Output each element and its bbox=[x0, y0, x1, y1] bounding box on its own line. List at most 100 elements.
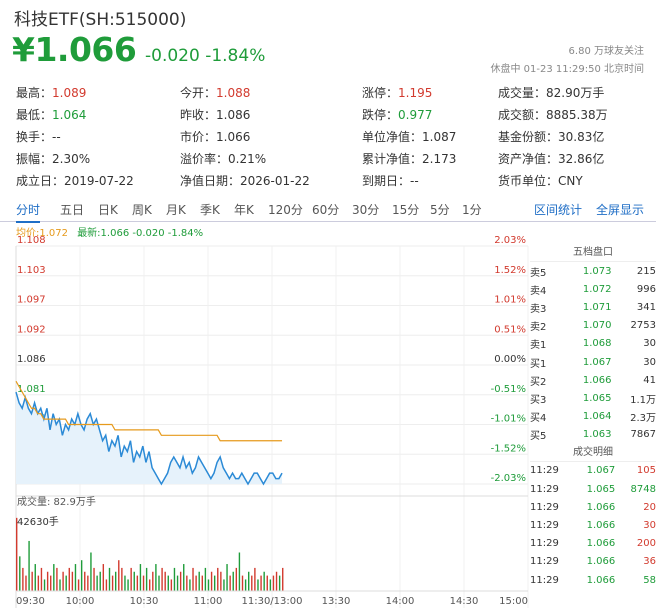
volume-bar bbox=[124, 575, 126, 591]
level-volume: 2.3万 bbox=[630, 413, 656, 425]
stat-value: 1.089 bbox=[52, 86, 87, 100]
latest-legend: 最新:1.066 -0.020 -1.84% bbox=[77, 228, 204, 239]
volume-bar bbox=[121, 567, 123, 591]
volume-bar bbox=[118, 560, 120, 591]
stat-3-0: 振幅：2.30% bbox=[16, 150, 90, 167]
trade-volume: 20 bbox=[643, 501, 656, 513]
tab-12[interactable]: 1分 bbox=[462, 203, 482, 217]
stat-value: -- bbox=[52, 130, 61, 144]
volume-bar bbox=[238, 552, 241, 591]
volume-max-label: 42630手 bbox=[17, 515, 59, 528]
volume-bar bbox=[87, 575, 89, 591]
tab-6[interactable]: 年K bbox=[234, 203, 254, 217]
volume-bar bbox=[68, 567, 70, 591]
volume-bar bbox=[207, 579, 210, 591]
tab-1[interactable]: 五日 bbox=[60, 203, 85, 217]
volume-bar bbox=[71, 571, 74, 591]
stat-value: 30.83亿 bbox=[558, 130, 605, 144]
volume-bar bbox=[74, 564, 77, 591]
trade-price: 1.066 bbox=[586, 501, 616, 513]
tab-0[interactable]: 分时 bbox=[16, 201, 41, 223]
range-stats-link[interactable]: 区间统计 bbox=[534, 203, 583, 217]
price-area bbox=[16, 392, 283, 484]
level-volume: 1.1万 bbox=[630, 394, 656, 406]
sell-level: 卖1 1.068 30 bbox=[530, 335, 656, 353]
volume-bar bbox=[232, 571, 234, 591]
volume-bar bbox=[186, 575, 188, 591]
trades-title: 成交明细 bbox=[530, 444, 656, 462]
stat-label: 涨停： bbox=[362, 86, 399, 100]
x-tick-label: 14:00 bbox=[386, 596, 415, 607]
level-price: 1.065 bbox=[582, 392, 612, 404]
followers-count[interactable]: 6.80 万球友关注 bbox=[568, 46, 644, 57]
fullscreen-link[interactable]: 全屏显示 bbox=[596, 203, 645, 217]
stat-label: 资产净值： bbox=[498, 152, 559, 166]
volume-bar bbox=[43, 579, 46, 591]
level-volume: 7867 bbox=[630, 429, 656, 441]
tab-8[interactable]: 60分 bbox=[312, 203, 340, 217]
stat-label: 今开： bbox=[180, 86, 217, 100]
trade-volume: 58 bbox=[643, 574, 656, 586]
stat-value: CNY bbox=[558, 174, 583, 188]
stat-value: 1.086 bbox=[216, 108, 251, 122]
volume-bar bbox=[50, 575, 52, 591]
trade-time: 11:29 bbox=[530, 574, 559, 586]
volume-bar bbox=[62, 571, 64, 591]
trade-row: 11:29 1.066 30 bbox=[530, 516, 656, 534]
buy-level: 买1 1.067 30 bbox=[530, 353, 656, 371]
trade-volume: 200 bbox=[636, 538, 656, 550]
tab-11[interactable]: 5分 bbox=[430, 203, 450, 217]
volume-bar bbox=[142, 575, 145, 591]
volume-bar bbox=[40, 567, 43, 591]
tab-7[interactable]: 120分 bbox=[268, 203, 303, 217]
level-price: 1.063 bbox=[582, 429, 612, 441]
level-name: 买1 bbox=[530, 358, 547, 370]
x-tick-label: 11:00 bbox=[194, 596, 223, 607]
level-name: 买3 bbox=[530, 394, 547, 406]
volume-bar bbox=[183, 564, 185, 591]
tab-10[interactable]: 15分 bbox=[392, 203, 420, 217]
stat-value: 1.195 bbox=[398, 86, 433, 100]
stat-4-3: 货币单位：CNY bbox=[498, 172, 583, 189]
x-tick-label: 14:30 bbox=[450, 596, 479, 607]
stat-1-1: 昨收：1.086 bbox=[180, 106, 250, 123]
level-name: 卖1 bbox=[530, 340, 547, 352]
x-tick-label: 13:30 bbox=[322, 596, 351, 607]
level-price: 1.064 bbox=[582, 411, 612, 423]
volume-bar bbox=[111, 575, 114, 591]
stats-grid: 最高：1.089 今开：1.088 涨停：1.195 成交量：82.90万手 最低：1.… bbox=[0, 84, 656, 194]
stat-value: -- bbox=[410, 174, 419, 188]
volume-bar bbox=[266, 575, 268, 591]
level-volume: 996 bbox=[636, 283, 656, 295]
intraday-chart[interactable]: 1.108 2.03% 1.103 1.52% 1.097 1.01% 1.092 0.51%… bbox=[0, 236, 530, 615]
volume-bar bbox=[204, 567, 207, 591]
trade-time: 11:29 bbox=[530, 501, 559, 513]
tab-5[interactable]: 季K bbox=[200, 203, 220, 217]
tab-9[interactable]: 30分 bbox=[352, 203, 380, 217]
volume-bar bbox=[65, 575, 67, 591]
volume-bar bbox=[114, 571, 117, 591]
sell-level: 卖5 1.073 215 bbox=[530, 262, 656, 280]
volume-bar bbox=[93, 567, 95, 591]
avg-price-legend: 均价:1.072 bbox=[16, 228, 68, 239]
pct-tick-label: 2.03% bbox=[494, 236, 526, 246]
x-tick-label: 10:00 bbox=[66, 596, 95, 607]
volume-bar bbox=[133, 571, 135, 591]
x-tick-label: 09:30 bbox=[16, 596, 45, 607]
level-volume: 215 bbox=[636, 265, 656, 277]
stat-label: 溢价率： bbox=[180, 152, 229, 166]
trade-time: 11:29 bbox=[530, 483, 559, 495]
stat-0-0: 最高：1.089 bbox=[16, 84, 86, 101]
tab-3[interactable]: 周K bbox=[132, 203, 152, 217]
x-tick-label: 10:30 bbox=[130, 596, 159, 607]
trade-row: 11:29 1.066 58 bbox=[530, 571, 656, 589]
order-book-title: 五档盘口 bbox=[530, 244, 656, 262]
stat-label: 最高： bbox=[16, 86, 53, 100]
volume-bar bbox=[31, 571, 33, 591]
volume-bar bbox=[161, 567, 163, 591]
tab-4[interactable]: 月K bbox=[166, 203, 186, 217]
level-name: 卖3 bbox=[530, 303, 547, 315]
level-name: 买2 bbox=[530, 376, 547, 388]
tab-2[interactable]: 日K bbox=[98, 203, 118, 217]
trade-price: 1.066 bbox=[586, 520, 616, 532]
